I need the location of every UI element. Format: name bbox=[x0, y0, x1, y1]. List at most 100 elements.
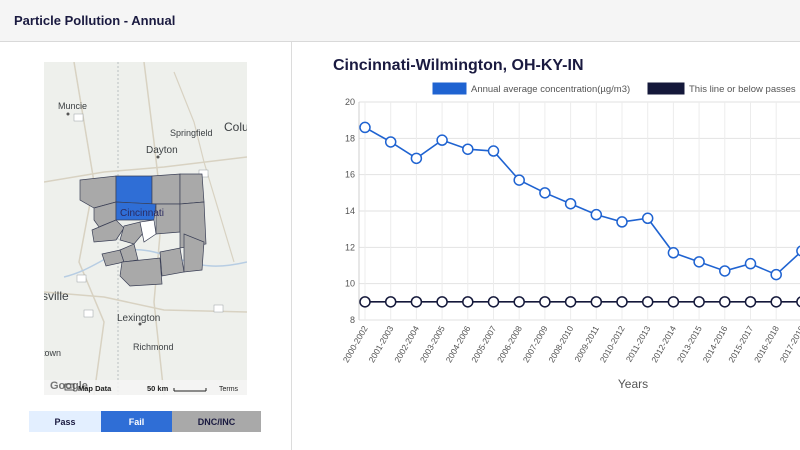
data-point[interactable] bbox=[410, 152, 423, 165]
data-point[interactable] bbox=[719, 296, 731, 308]
data-point[interactable] bbox=[796, 245, 800, 257]
highway-road bbox=[173, 71, 235, 263]
data-point[interactable] bbox=[641, 296, 654, 308]
county-no-data[interactable] bbox=[183, 233, 205, 273]
x-tick-label: 2006-2008 bbox=[495, 324, 524, 364]
data-point[interactable] bbox=[693, 256, 705, 268]
data-point[interactable] bbox=[693, 296, 705, 308]
county-pass[interactable] bbox=[139, 219, 157, 243]
x-axis: 2000-20022001-20032002-20042003-20052004… bbox=[341, 324, 800, 364]
city-label: Richmond bbox=[133, 342, 174, 352]
county-no-data[interactable] bbox=[151, 173, 181, 205]
highway-shield-icon bbox=[76, 274, 87, 283]
data-point[interactable] bbox=[384, 296, 397, 308]
chart-legend[interactable]: Annual average concentration(µg/m3) This … bbox=[432, 82, 796, 95]
data-point[interactable] bbox=[667, 247, 680, 259]
header-bar: Particle Pollution - Annual bbox=[0, 0, 800, 42]
x-tick-label: 2010-2012 bbox=[598, 324, 627, 364]
data-point[interactable] bbox=[667, 296, 680, 308]
data-point[interactable] bbox=[359, 121, 371, 134]
legend-swatch[interactable] bbox=[432, 82, 467, 95]
y-tick-label: 14 bbox=[345, 206, 355, 216]
terms-link[interactable]: Terms bbox=[219, 386, 239, 393]
chart-title: Cincinnati-Wilmington, OH-KY-IN bbox=[333, 57, 584, 74]
highway-shield-icon bbox=[213, 304, 224, 313]
x-tick-label: 2003-2005 bbox=[418, 324, 447, 364]
county-no-data[interactable] bbox=[91, 219, 125, 243]
map-scale-label: 50 km bbox=[147, 384, 169, 393]
data-point[interactable] bbox=[590, 296, 603, 308]
data-point[interactable] bbox=[462, 143, 474, 155]
x-tick-label: 2004-2006 bbox=[444, 324, 473, 364]
highway-road bbox=[44, 156, 247, 183]
x-tick-label: 2008-2010 bbox=[546, 324, 575, 364]
county-map[interactable]: Muncie Springfield Colu Dayton Cincinnat… bbox=[44, 62, 247, 395]
data-point[interactable] bbox=[719, 265, 731, 277]
highway-shield-icon bbox=[198, 169, 209, 178]
data-point[interactable] bbox=[513, 296, 525, 308]
data-point[interactable] bbox=[359, 296, 371, 308]
data-point[interactable] bbox=[384, 136, 397, 148]
highway-road bbox=[44, 291, 247, 313]
keyboard-icon[interactable] bbox=[64, 383, 75, 391]
data-point[interactable] bbox=[744, 296, 757, 308]
data-point[interactable] bbox=[641, 212, 654, 225]
map-canvas[interactable]: Muncie Springfield Colu Dayton Cincinnat… bbox=[44, 62, 247, 395]
data-point[interactable] bbox=[744, 257, 757, 270]
data-point[interactable] bbox=[539, 296, 551, 308]
county-no-data[interactable] bbox=[159, 247, 185, 277]
y-tick-label: 18 bbox=[345, 133, 355, 143]
data-point[interactable] bbox=[410, 296, 423, 308]
x-tick-label: 2016-2018 bbox=[752, 324, 781, 364]
city-label: Dayton bbox=[146, 145, 178, 156]
legend-swatch[interactable] bbox=[647, 82, 685, 95]
data-point[interactable] bbox=[796, 296, 800, 308]
city-label: town bbox=[44, 348, 61, 358]
county-no-data[interactable] bbox=[119, 221, 145, 245]
city-label: sville bbox=[44, 289, 69, 303]
x-tick-label: 2011-2013 bbox=[624, 324, 653, 364]
highway-road bbox=[73, 62, 105, 395]
legend-pass: Pass bbox=[29, 411, 101, 432]
city-label: Muncie bbox=[58, 101, 87, 111]
data-point[interactable] bbox=[436, 134, 448, 146]
x-tick-label: 2017-2019 bbox=[778, 324, 800, 364]
data-point[interactable] bbox=[770, 268, 782, 281]
y-tick-label: 20 bbox=[345, 97, 355, 107]
line-chart[interactable]: 8 10 12 14 16 18 20 2000-20022001-20032002-200… bbox=[300, 78, 800, 398]
y-tick-label: 16 bbox=[345, 170, 355, 180]
y-axis: 8 10 12 14 16 18 20 bbox=[345, 97, 355, 325]
data-point[interactable] bbox=[770, 296, 782, 308]
y-tick-label: 10 bbox=[345, 279, 355, 289]
x-tick-label: 2005-2007 bbox=[469, 324, 498, 364]
x-tick-label: 2013-2015 bbox=[675, 324, 704, 364]
status-legend: Pass Fail DNC/INC bbox=[29, 411, 261, 432]
county-no-data[interactable] bbox=[119, 257, 163, 287]
data-point[interactable] bbox=[513, 174, 525, 186]
data-point[interactable] bbox=[436, 296, 448, 308]
data-point[interactable] bbox=[590, 208, 603, 221]
data-point[interactable] bbox=[564, 197, 577, 210]
county-no-data[interactable] bbox=[179, 173, 205, 205]
data-point[interactable] bbox=[616, 296, 628, 308]
map-data-link[interactable]: Map Data bbox=[78, 384, 112, 393]
data-point[interactable] bbox=[462, 296, 474, 308]
data-point[interactable] bbox=[539, 187, 551, 199]
x-tick-label: 2012-2014 bbox=[649, 324, 678, 364]
legend-fail: Fail bbox=[101, 411, 172, 432]
legend-label[interactable]: Annual average concentration(µg/m3) bbox=[471, 84, 630, 95]
series-line bbox=[364, 126, 800, 276]
data-point[interactable] bbox=[487, 296, 500, 308]
highway-shield-icon bbox=[73, 113, 84, 122]
city-label: Lexington bbox=[117, 313, 160, 324]
data-point[interactable] bbox=[487, 145, 500, 157]
city-label: Cincinnati bbox=[120, 208, 164, 219]
data-point[interactable] bbox=[564, 296, 577, 308]
google-logo: Google bbox=[50, 380, 88, 392]
highway-shield-icon bbox=[83, 309, 94, 318]
river bbox=[63, 248, 247, 278]
data-point[interactable] bbox=[616, 216, 628, 228]
county-fail[interactable] bbox=[115, 175, 153, 205]
legend-label[interactable]: This line or below passes bbox=[689, 84, 796, 95]
y-tick-label: 8 bbox=[350, 315, 355, 325]
